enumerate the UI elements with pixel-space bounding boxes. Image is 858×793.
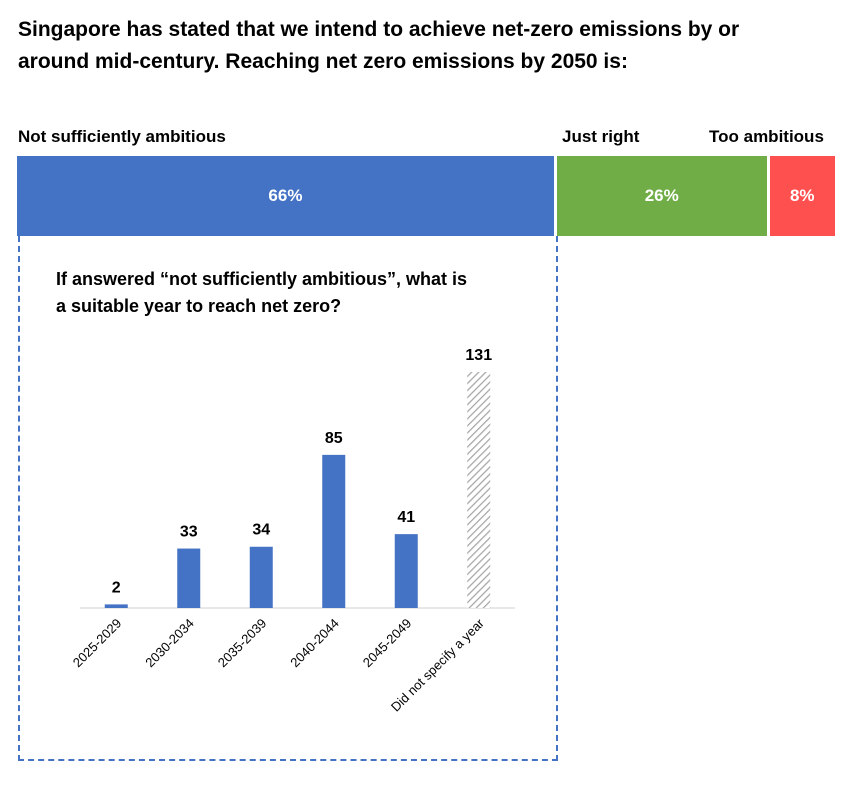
- bar-chart: 2 2025-2029 33 2030-2034 34 2035-2039 85 2040-2…: [70, 347, 515, 715]
- label-just-right: Just right: [562, 127, 640, 146]
- bar-4: [394, 534, 418, 608]
- category-label-3: 2040-2044: [287, 616, 342, 671]
- bar-0: [104, 604, 128, 608]
- bar-5: [467, 372, 491, 608]
- callout-title-line-1: If answered “not sufficiently ambitious”…: [56, 269, 468, 289]
- label-not-sufficiently-ambitious: Not sufficiently ambitious: [18, 127, 226, 146]
- callout-box: If answered “not sufficiently ambitious”…: [18, 236, 558, 761]
- category-label-2: 2035-2039: [215, 616, 270, 671]
- stacked-bar: 66% 26% 8%: [17, 156, 835, 236]
- segment-value-not-sufficiently-ambitious: 66%: [268, 186, 303, 205]
- category-label-1: 2030-2034: [142, 616, 197, 671]
- category-label-0: 2025-2029: [70, 616, 125, 671]
- data-label-3: 85: [325, 430, 343, 447]
- segment-value-too-ambitious: 8%: [789, 186, 815, 205]
- data-label-2: 34: [252, 522, 270, 539]
- bar-3: [322, 454, 346, 608]
- callout-title-line-2: a suitable year to reach net zero?: [56, 296, 342, 316]
- question-line-1: Singapore has stated that we intend to a…: [18, 18, 740, 41]
- data-label-4: 41: [397, 509, 415, 526]
- data-label-0: 2: [112, 579, 121, 596]
- segment-not-sufficiently-ambitious: 66%: [17, 156, 557, 236]
- segment-just-right: 26%: [556, 156, 770, 236]
- bar-2: [249, 546, 273, 608]
- label-too-ambitious: Too ambitious: [709, 127, 824, 146]
- category-label-4: 2045-2049: [360, 616, 415, 671]
- question-line-2: around mid-century. Reaching net zero em…: [18, 50, 628, 73]
- data-label-1: 33: [180, 524, 198, 541]
- callout-title: If answered “not sufficiently ambitious”…: [56, 266, 546, 320]
- segment-too-ambitious: 8%: [769, 156, 835, 236]
- segment-value-just-right: 26%: [644, 186, 679, 205]
- question-text: Singapore has stated that we intend to a…: [18, 14, 848, 78]
- data-label-5: 131: [465, 347, 492, 364]
- bar-1: [177, 548, 201, 608]
